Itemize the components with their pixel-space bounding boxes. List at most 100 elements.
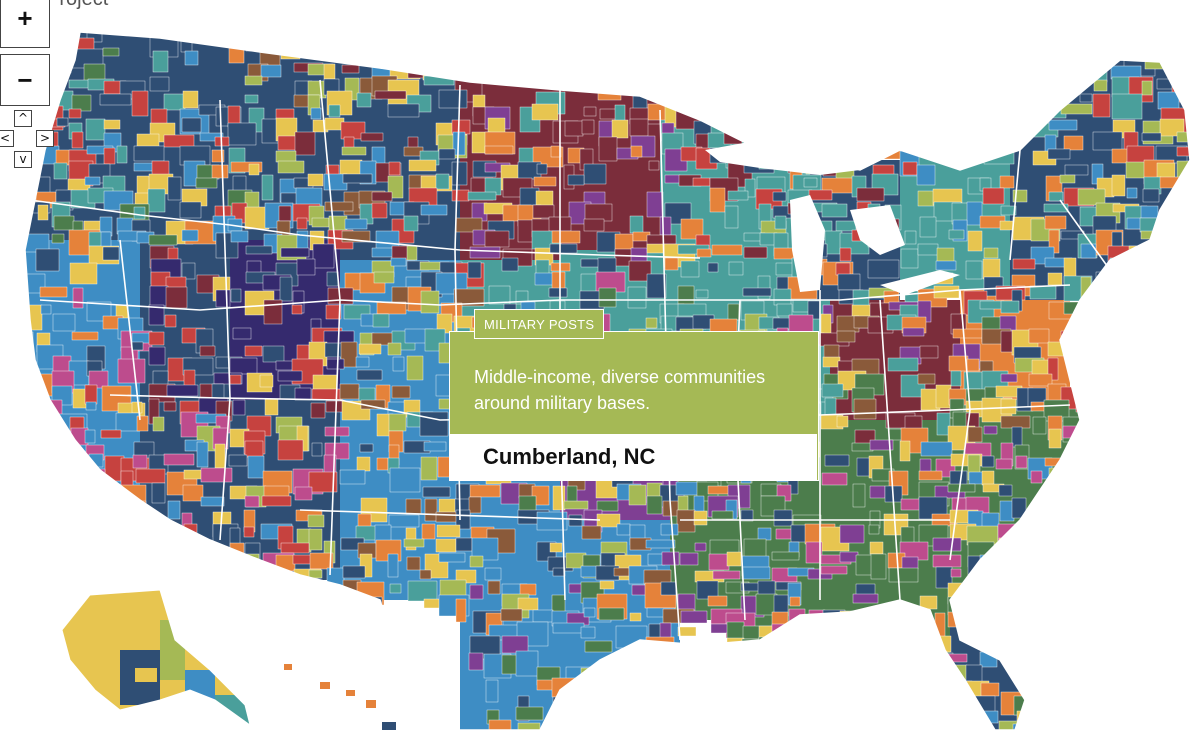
county-shape[interactable]: [648, 160, 660, 171]
county-shape[interactable]: [533, 176, 557, 187]
county-shape[interactable]: [232, 399, 246, 416]
county-shape[interactable]: [485, 679, 499, 703]
county-shape[interactable]: [627, 286, 647, 309]
county-shape[interactable]: [727, 303, 740, 321]
county-shape[interactable]: [1079, 609, 1111, 632]
county-shape[interactable]: [1076, 469, 1091, 479]
pan-left-button[interactable]: <: [0, 130, 14, 147]
county-shape[interactable]: [1000, 398, 1017, 415]
county-shape[interactable]: [888, 626, 916, 644]
county-shape[interactable]: [243, 526, 255, 538]
county-shape[interactable]: [1159, 118, 1185, 137]
county-shape[interactable]: [676, 509, 696, 533]
county-shape[interactable]: [100, 429, 122, 439]
county-shape[interactable]: [709, 187, 726, 213]
county-shape[interactable]: [200, 467, 233, 483]
county-shape[interactable]: [552, 567, 566, 577]
county-shape[interactable]: [1047, 668, 1066, 678]
county-shape[interactable]: [724, 103, 736, 124]
county-shape[interactable]: [296, 217, 308, 230]
county-shape[interactable]: [22, 538, 36, 564]
county-shape[interactable]: [132, 454, 148, 469]
county-shape[interactable]: [581, 525, 602, 540]
county-shape[interactable]: [311, 442, 323, 457]
county-shape[interactable]: [997, 133, 1011, 153]
county-shape[interactable]: [22, 525, 48, 548]
county-shape[interactable]: [1156, 272, 1176, 296]
county-shape[interactable]: [469, 555, 484, 568]
county-shape[interactable]: [1176, 131, 1189, 143]
county-shape[interactable]: [131, 537, 147, 553]
county-shape[interactable]: [53, 540, 82, 556]
county-shape[interactable]: [39, 457, 60, 473]
county-shape[interactable]: [244, 345, 263, 357]
county-shape[interactable]: [1093, 682, 1111, 707]
county-shape[interactable]: [517, 722, 541, 730]
county-shape[interactable]: [693, 510, 708, 526]
county-shape[interactable]: [567, 706, 599, 730]
county-shape[interactable]: [917, 243, 939, 256]
county-shape[interactable]: [821, 472, 848, 486]
county-shape[interactable]: [1048, 119, 1078, 131]
county-shape[interactable]: [583, 218, 605, 232]
county-shape[interactable]: [53, 457, 72, 484]
county-shape[interactable]: [200, 496, 225, 507]
county-shape[interactable]: [1075, 388, 1094, 413]
county-shape[interactable]: [467, 191, 497, 201]
county-shape[interactable]: [947, 582, 978, 605]
county-shape[interactable]: [869, 119, 891, 143]
county-shape[interactable]: [163, 401, 177, 412]
county-shape[interactable]: [165, 286, 188, 309]
county-shape[interactable]: [792, 651, 814, 676]
county-shape[interactable]: [935, 566, 953, 589]
county-shape[interactable]: [932, 554, 962, 568]
county-shape[interactable]: [135, 468, 166, 484]
county-shape[interactable]: [759, 650, 778, 677]
alaska[interactable]: [55, 585, 255, 730]
county-shape[interactable]: [1111, 231, 1123, 248]
county-shape[interactable]: [387, 342, 402, 356]
county-shape[interactable]: [1094, 567, 1126, 588]
county-shape[interactable]: [1044, 651, 1067, 678]
county-shape[interactable]: [85, 118, 106, 141]
county-shape[interactable]: [919, 216, 937, 238]
county-shape[interactable]: [1011, 62, 1042, 83]
county-shape[interactable]: [1062, 693, 1091, 713]
county-shape[interactable]: [341, 146, 367, 156]
county-shape[interactable]: [484, 230, 510, 248]
county-shape[interactable]: [551, 594, 566, 613]
county-shape[interactable]: [807, 103, 824, 114]
county-shape[interactable]: [1176, 276, 1192, 290]
county-shape[interactable]: [614, 104, 626, 122]
county-shape[interactable]: [917, 373, 936, 385]
county-shape[interactable]: [1123, 259, 1140, 283]
county-shape[interactable]: [1142, 188, 1160, 203]
county-shape[interactable]: [870, 104, 895, 116]
county-shape[interactable]: [568, 514, 583, 527]
county-shape[interactable]: [230, 230, 249, 243]
county-shape[interactable]: [1192, 232, 1200, 242]
county-shape[interactable]: [1091, 48, 1103, 69]
county-shape[interactable]: [324, 201, 354, 212]
county-shape[interactable]: [69, 514, 86, 539]
county-shape[interactable]: [839, 247, 852, 262]
county-shape[interactable]: [358, 343, 382, 355]
county-shape[interactable]: [966, 358, 980, 372]
county-shape[interactable]: [102, 510, 129, 523]
county-shape[interactable]: [339, 383, 360, 400]
county-shape[interactable]: [373, 271, 395, 284]
county-shape[interactable]: [359, 443, 374, 453]
county-shape[interactable]: [296, 33, 313, 49]
county-shape[interactable]: [806, 640, 825, 653]
county-shape[interactable]: [647, 654, 677, 669]
county-shape[interactable]: [404, 47, 433, 64]
county-shape[interactable]: [632, 651, 653, 678]
county-shape[interactable]: [71, 94, 92, 112]
county-shape[interactable]: [23, 201, 51, 214]
county-shape[interactable]: [839, 135, 852, 156]
county-shape[interactable]: [904, 415, 923, 430]
county-shape[interactable]: [1063, 668, 1092, 679]
county-shape[interactable]: [37, 399, 63, 424]
county-shape[interactable]: [1187, 188, 1200, 215]
county-shape[interactable]: [228, 47, 245, 64]
